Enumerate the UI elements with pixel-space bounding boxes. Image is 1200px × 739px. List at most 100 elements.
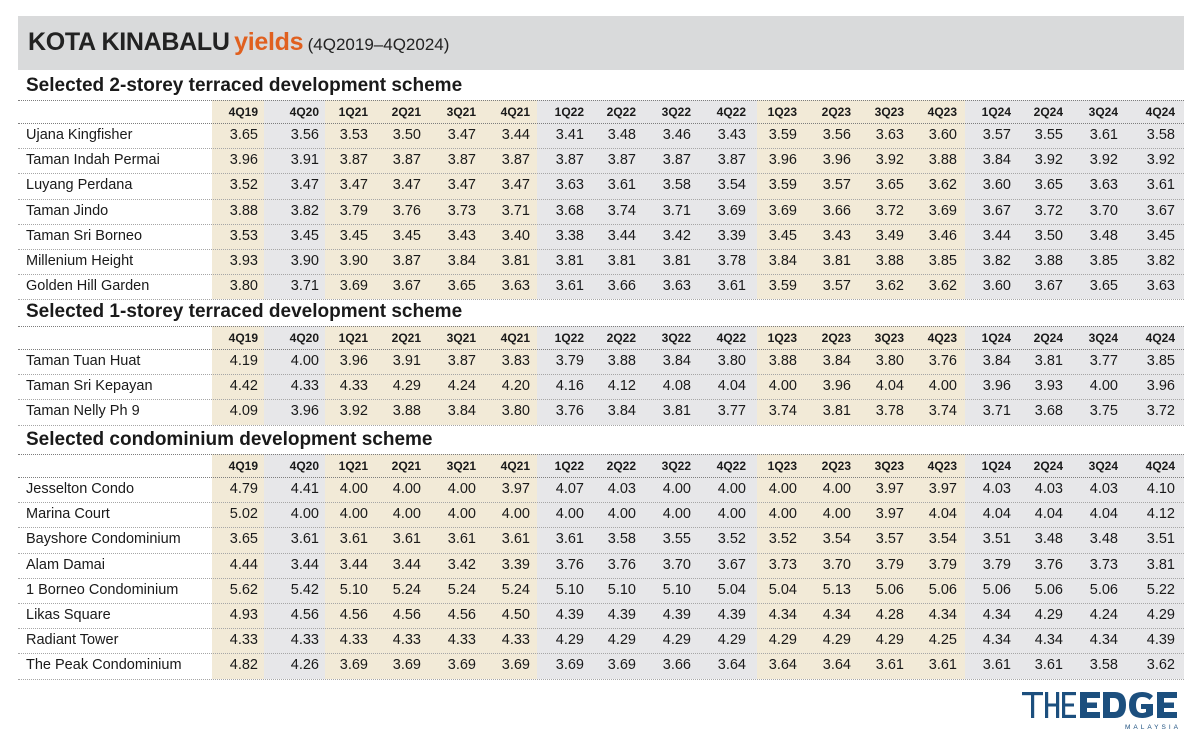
table-cell: 4.03 <box>607 481 636 497</box>
table-cell: 3.82 <box>982 253 1011 269</box>
table-cell: 3.63 <box>1089 177 1118 194</box>
column-header: 2Q24 <box>1033 459 1063 473</box>
column-header: 4Q21 <box>500 105 530 119</box>
table-cell: 3.77 <box>717 403 746 420</box>
table-cell: 3.42 <box>662 227 691 244</box>
table-cell: 3.41 <box>555 127 584 143</box>
column-band <box>537 454 757 679</box>
table-cell: 3.68 <box>1034 403 1063 420</box>
column-header: 4Q23 <box>927 459 957 473</box>
table-cell: 4.00 <box>662 481 691 497</box>
table-cell: 3.84 <box>822 353 851 369</box>
table-cell: 3.61 <box>501 531 530 548</box>
table-cell: 5.04 <box>768 581 797 598</box>
table-cell: 3.66 <box>822 202 851 219</box>
table-cell: 3.76 <box>1034 556 1063 573</box>
table-cell: 3.72 <box>1146 403 1175 420</box>
table-cell: 3.64 <box>768 657 797 674</box>
table-cell: 3.79 <box>339 202 368 219</box>
table-cell: 4.00 <box>339 481 368 497</box>
row-divider <box>18 552 1184 554</box>
table-cell: 3.43 <box>822 227 851 244</box>
table-cell: 4.44 <box>229 556 258 573</box>
table-cell: 4.29 <box>392 378 421 395</box>
table-cell: 3.70 <box>662 556 691 573</box>
column-header: 2Q22 <box>606 459 636 473</box>
table-cell: 4.24 <box>1089 607 1118 623</box>
table-cell: 3.88 <box>1034 253 1063 269</box>
table-cell: 4.56 <box>339 607 368 623</box>
column-header: 1Q21 <box>338 331 368 345</box>
table-cell: 3.69 <box>555 657 584 674</box>
table-cell: 4.33 <box>339 632 368 649</box>
column-header: 2Q21 <box>391 331 421 345</box>
row-divider <box>18 577 1184 579</box>
column-header: 3Q24 <box>1088 459 1118 473</box>
table-cell: 3.79 <box>928 556 957 573</box>
table-cell: 5.10 <box>607 581 636 598</box>
table-cell: 3.60 <box>982 278 1011 295</box>
table-cell: 5.06 <box>875 581 904 598</box>
table-cell: 3.70 <box>1089 202 1118 219</box>
table-cell: 3.45 <box>392 227 421 244</box>
table-cell: 3.50 <box>1034 227 1063 244</box>
column-header: 3Q23 <box>874 105 904 119</box>
table-cell: 3.65 <box>875 177 904 194</box>
table-cell: 3.97 <box>501 481 530 497</box>
table-cell: 3.88 <box>229 202 258 219</box>
table-cell: 3.48 <box>1089 531 1118 548</box>
table-cell: 4.33 <box>447 632 476 649</box>
table-cell: 4.29 <box>768 632 797 649</box>
table-cell: 3.62 <box>928 177 957 194</box>
table-cell: 3.47 <box>447 127 476 143</box>
table-cell: 3.56 <box>290 127 319 143</box>
table-cell: 3.79 <box>982 556 1011 573</box>
table-cell: 3.81 <box>501 253 530 269</box>
column-header: 1Q21 <box>338 459 368 473</box>
column-header: 2Q23 <box>821 459 851 473</box>
table-cell: 3.69 <box>447 657 476 674</box>
table-cell: 3.74 <box>928 403 957 420</box>
table-cell: 4.16 <box>555 378 584 395</box>
table-cell: 3.67 <box>717 556 746 573</box>
table-cell: 4.39 <box>1146 632 1175 649</box>
section-bottom-line <box>18 299 1184 301</box>
table-cell: 3.96 <box>982 378 1011 395</box>
table-cell: 3.62 <box>875 278 904 295</box>
table-cell: 4.34 <box>1034 632 1063 649</box>
table-cell: 3.92 <box>1089 152 1118 169</box>
table-cell: 4.29 <box>555 632 584 649</box>
table-cell: 3.84 <box>607 403 636 420</box>
table-cell: 3.51 <box>982 531 1011 548</box>
table-cell: 3.65 <box>229 531 258 548</box>
table-cell: 3.81 <box>822 253 851 269</box>
table-cell: 3.97 <box>875 481 904 497</box>
table-cell: 3.44 <box>392 556 421 573</box>
table-cell: 3.74 <box>768 403 797 420</box>
table-cell: 3.51 <box>1146 531 1175 548</box>
table-cell: 5.42 <box>290 581 319 598</box>
table-cell: 3.69 <box>768 202 797 219</box>
column-band <box>965 326 1184 425</box>
table-cell: 3.85 <box>928 253 957 269</box>
table-cell: 3.69 <box>392 657 421 674</box>
table-cell: 3.45 <box>768 227 797 244</box>
table-cell: 3.61 <box>339 531 368 548</box>
column-header: 4Q20 <box>289 331 319 345</box>
table-cell: 3.57 <box>982 127 1011 143</box>
table-cell: 3.62 <box>928 278 957 295</box>
table-cell: 3.57 <box>822 278 851 295</box>
table-cell: 3.80 <box>501 403 530 420</box>
column-header: 4Q22 <box>716 459 746 473</box>
table-cell: 4.50 <box>501 607 530 623</box>
table-cell: 3.45 <box>290 227 319 244</box>
table-cell: 4.33 <box>392 632 421 649</box>
column-header: 1Q22 <box>554 331 584 345</box>
table-cell: 3.64 <box>717 657 746 674</box>
title-bar: KOTA KINABALU yields (4Q2019–4Q2024) <box>18 16 1184 70</box>
row-label: Bayshore Condominium <box>26 531 181 548</box>
table-cell: 3.96 <box>229 152 258 169</box>
table-cell: 3.39 <box>501 556 530 573</box>
table-cell: 4.24 <box>447 378 476 395</box>
table-cell: 4.39 <box>555 607 584 623</box>
